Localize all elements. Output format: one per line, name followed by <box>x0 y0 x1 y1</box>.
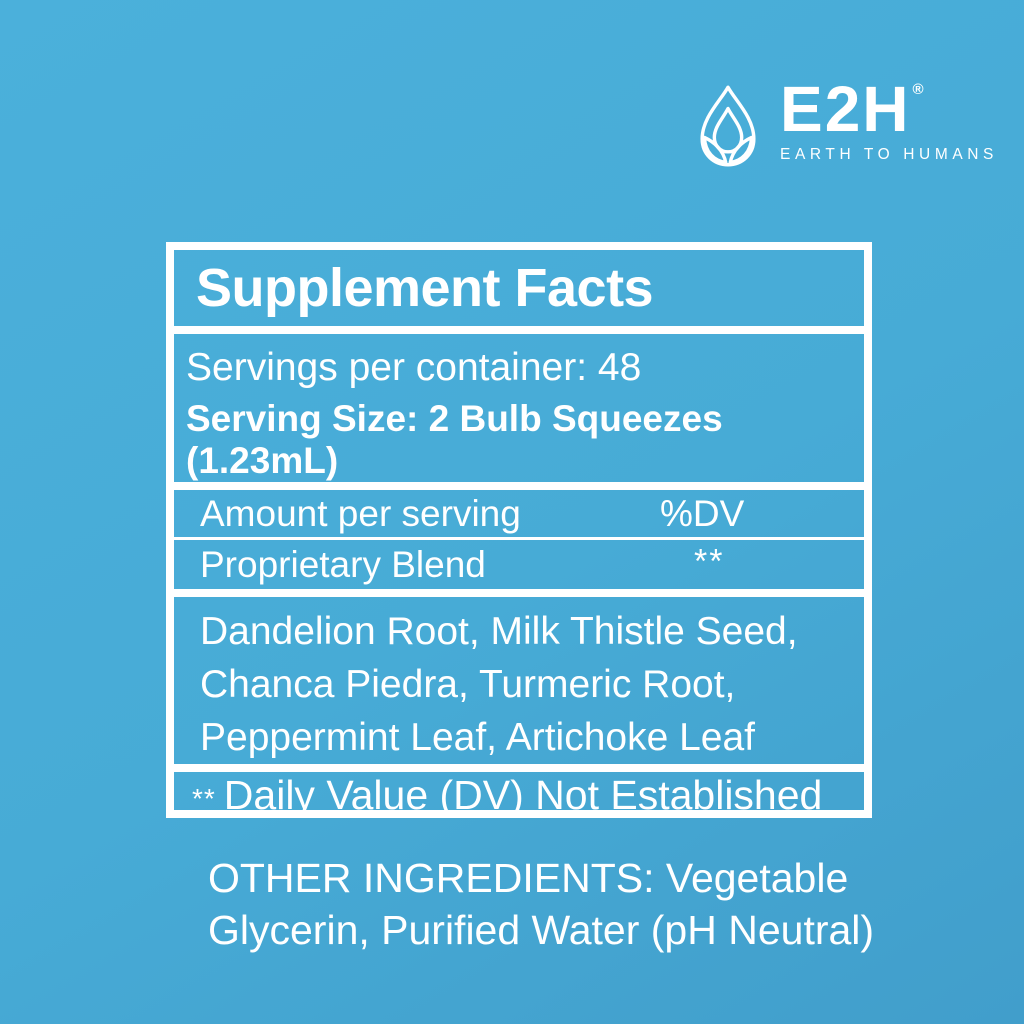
amount-per-serving-label: Amount per serving <box>200 492 521 534</box>
servings-section: Servings per container: 48 Serving Size:… <box>174 334 864 490</box>
other-ingredients-block: OTHER INGREDIENTS: Vegetable Glycerin, P… <box>208 852 874 956</box>
blend-ingredients-section: Dandelion Root, Milk Thistle Seed, Chanc… <box>174 597 864 772</box>
brand-logo: E2H ® EARTH TO HUMANS <box>690 73 998 172</box>
amount-header-row: Amount per serving %DV <box>174 490 864 540</box>
proprietary-blend-name: Proprietary Blend <box>200 543 486 585</box>
droplet-lotus-icon <box>700 85 756 167</box>
brand-name: E2H <box>780 73 911 145</box>
blend-ingredients-line: Dandelion Root, Milk Thistle Seed, <box>200 610 798 653</box>
supplement-facts-panel: Supplement Facts Servings per container:… <box>166 242 872 818</box>
footnote-asterisks: ** <box>192 782 216 814</box>
other-ingredients-line: Glycerin, Purified Water (pH Neutral) <box>208 907 875 953</box>
proprietary-blend-dv-value: ** <box>694 541 725 580</box>
blend-ingredients-line: Chanca Piedra, Turmeric Root, <box>200 663 736 706</box>
brand-text-block: E2H ® EARTH TO HUMANS <box>780 73 998 164</box>
registered-trademark-mark: ® <box>912 81 924 98</box>
daily-value-footnote: ** Daily Value (DV) Not Established <box>174 772 864 819</box>
blend-ingredients-line: Peppermint Leaf, Artichoke Leaf <box>200 716 756 759</box>
percent-dv-header: %DV <box>660 492 745 534</box>
footnote-text: Daily Value (DV) Not Established <box>223 772 823 818</box>
serving-size: Serving Size: 2 Bulb Squeezes (1.23mL) <box>186 398 723 481</box>
other-ingredients-line: OTHER INGREDIENTS: Vegetable <box>208 855 849 901</box>
amount-section: Amount per serving %DV Proprietary Blend… <box>174 490 864 597</box>
brand-tagline: EARTH TO HUMANS <box>780 145 998 163</box>
proprietary-blend-row: Proprietary Blend ** <box>174 540 864 589</box>
servings-per-container: Servings per container: 48 <box>186 346 642 389</box>
supplement-facts-title: Supplement Facts <box>174 250 864 334</box>
